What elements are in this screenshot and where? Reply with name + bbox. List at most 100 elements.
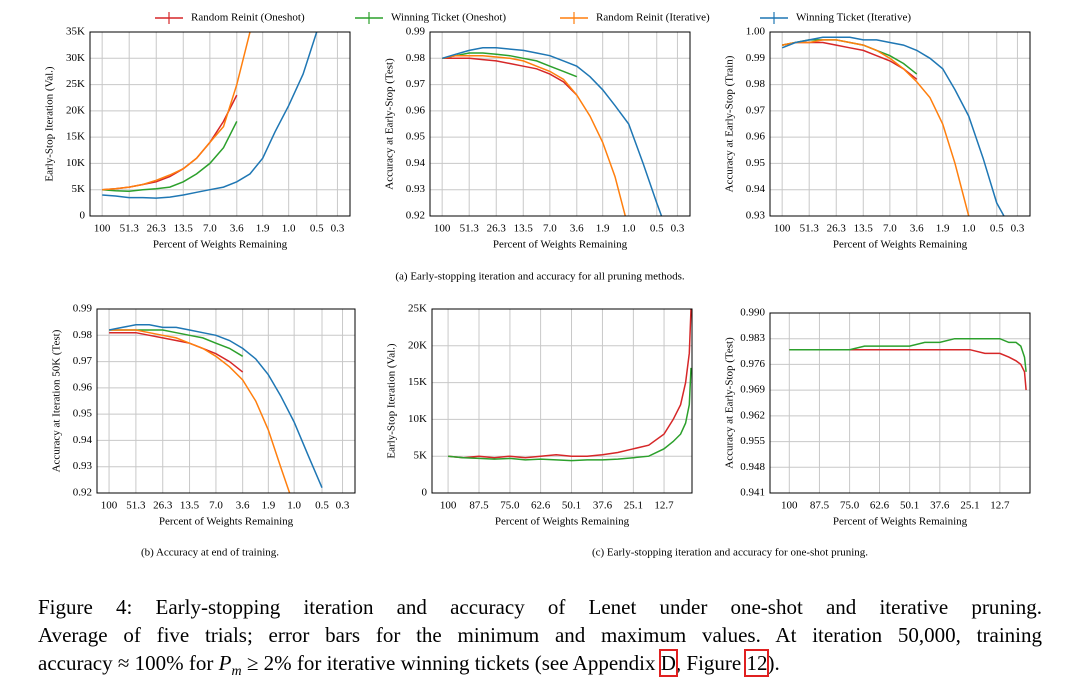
- x-tick-label: 100: [94, 223, 111, 235]
- x-tick-label: 13.5: [854, 223, 874, 235]
- x-tick-label: 26.3: [827, 223, 847, 235]
- caption-text: accuracy ≈ 100% for: [38, 651, 219, 675]
- y-tick-label: 20K: [66, 104, 85, 116]
- series-line: [441, 47, 663, 216]
- x-tick-label: 0.5: [310, 223, 324, 235]
- caption-text: ≥ 2% for iterative winning tickets (see …: [241, 651, 661, 675]
- y-tick-label: 0.94: [406, 157, 426, 169]
- y-axis-label: Accuracy at Early-Stop (Test): [724, 337, 736, 469]
- x-tick-label: 1.0: [622, 223, 636, 235]
- y-tick-label: 0.93: [746, 210, 766, 222]
- x-tick-label: 51.3: [800, 223, 820, 235]
- y-tick-label: 0.93: [73, 460, 93, 472]
- y-tick-label: 0.97: [406, 78, 426, 90]
- y-tick-label: 1.00: [746, 26, 766, 38]
- x-tick-label: 75.0: [500, 500, 520, 512]
- x-tick-label: 1.9: [261, 500, 275, 512]
- series-line: [442, 54, 627, 216]
- x-tick-label: 13.5: [174, 223, 194, 235]
- y-tick-label: 0.99: [406, 26, 426, 38]
- x-tick-label: 1.9: [256, 223, 270, 235]
- x-tick-label: 50.1: [900, 500, 919, 512]
- subcaption: (a) Early-stopping iteration and accurac…: [395, 271, 685, 283]
- x-tick-label: 7.0: [883, 223, 897, 235]
- y-tick-label: 0.92: [406, 210, 425, 222]
- x-tick-label: 12.7: [654, 500, 674, 512]
- y-axis-label: Accuracy at Early-Stop (Test): [384, 58, 396, 190]
- x-axis-label: Percent of Weights Remaining: [159, 516, 294, 528]
- x-tick-label: 0.3: [671, 223, 685, 235]
- y-tick-label: 35K: [66, 26, 85, 38]
- x-tick-label: 51.3: [126, 500, 146, 512]
- series-line: [442, 52, 578, 78]
- x-tick-label: 3.6: [230, 223, 244, 235]
- x-tick-label: 100: [774, 223, 791, 235]
- figure-link[interactable]: 12: [744, 649, 770, 677]
- x-tick-label: 13.5: [180, 500, 200, 512]
- x-tick-label: 26.3: [147, 223, 167, 235]
- series-line: [109, 331, 244, 373]
- x-tick-label: 62.6: [531, 500, 551, 512]
- y-axis-label: Accuracy at Iteration 50K (Test): [51, 329, 63, 472]
- x-tick-label: 3.6: [236, 500, 250, 512]
- legend-label: Winning Ticket (Iterative): [796, 12, 911, 24]
- y-tick-label: 0.976: [740, 358, 765, 370]
- series-line: [102, 121, 238, 193]
- legend-label: Random Reinit (Iterative): [596, 12, 710, 24]
- series-line: [102, 32, 318, 199]
- y-tick-label: 0.98: [406, 52, 426, 64]
- y-tick-label: 15K: [408, 376, 427, 388]
- x-tick-label: 100: [781, 500, 798, 512]
- x-tick-label: 1.9: [936, 223, 950, 235]
- y-tick-label: 0.99: [746, 52, 766, 64]
- series-line: [442, 57, 578, 96]
- x-tick-label: 0.3: [336, 500, 350, 512]
- series-line: [782, 41, 918, 80]
- x-tick-label: 0.5: [315, 500, 329, 512]
- plot-frame: [89, 31, 351, 217]
- y-tick-label: 0.99: [73, 303, 93, 315]
- appendix-link[interactable]: D: [658, 649, 678, 677]
- series-line: [782, 39, 970, 216]
- y-tick-label: 0.95: [746, 157, 766, 169]
- x-tick-label: 12.7: [990, 500, 1010, 512]
- caption-line: Average of five trials; error bars for t…: [38, 623, 1042, 647]
- series-line: [448, 309, 692, 459]
- series-line: [781, 36, 1005, 216]
- y-axis-label: Early-Stop Iteration (Val.): [386, 343, 398, 458]
- y-tick-label: 5K: [414, 450, 428, 462]
- x-axis-label: Percent of Weights Remaining: [493, 239, 628, 251]
- series-line: [109, 329, 291, 493]
- y-tick-label: 0.93: [406, 183, 426, 195]
- caption-text: ).: [767, 651, 780, 675]
- y-tick-label: 0.95: [73, 408, 93, 420]
- y-tick-label: 0.98: [746, 78, 766, 90]
- x-axis-label: Percent of Weights Remaining: [153, 239, 288, 251]
- plot-frame: [429, 31, 691, 217]
- y-tick-label: 0.94: [73, 434, 93, 446]
- x-tick-label: 100: [440, 500, 457, 512]
- y-tick-label: 30K: [66, 52, 85, 64]
- subcaption: (c) Early-stopping iteration and accurac…: [592, 547, 868, 559]
- y-tick-label: 25K: [408, 303, 427, 315]
- y-tick-label: 0.941: [740, 487, 765, 499]
- x-tick-label: 3.6: [570, 223, 584, 235]
- y-tick-label: 0.98: [73, 329, 93, 341]
- legend-label: Random Reinit (Oneshot): [191, 12, 305, 24]
- caption-text: , Figure: [675, 651, 747, 675]
- series-line: [782, 39, 918, 75]
- y-tick-label: 0.97: [73, 355, 93, 367]
- y-axis-label: Early-Stop Iteration (Val.): [44, 66, 56, 181]
- y-tick-label: 0.962: [740, 409, 765, 421]
- x-tick-label: 7.0: [203, 223, 217, 235]
- series-line: [448, 367, 692, 462]
- y-tick-label: 0.969: [740, 384, 765, 396]
- x-tick-label: 87.5: [810, 500, 830, 512]
- y-tick-label: 0.96: [73, 381, 93, 393]
- y-tick-label: 0.96: [746, 131, 766, 143]
- x-tick-label: 0.5: [990, 223, 1004, 235]
- y-tick-label: 0.95: [406, 131, 426, 143]
- x-axis-label: Percent of Weights Remaining: [833, 516, 968, 528]
- series-line: [789, 348, 1027, 391]
